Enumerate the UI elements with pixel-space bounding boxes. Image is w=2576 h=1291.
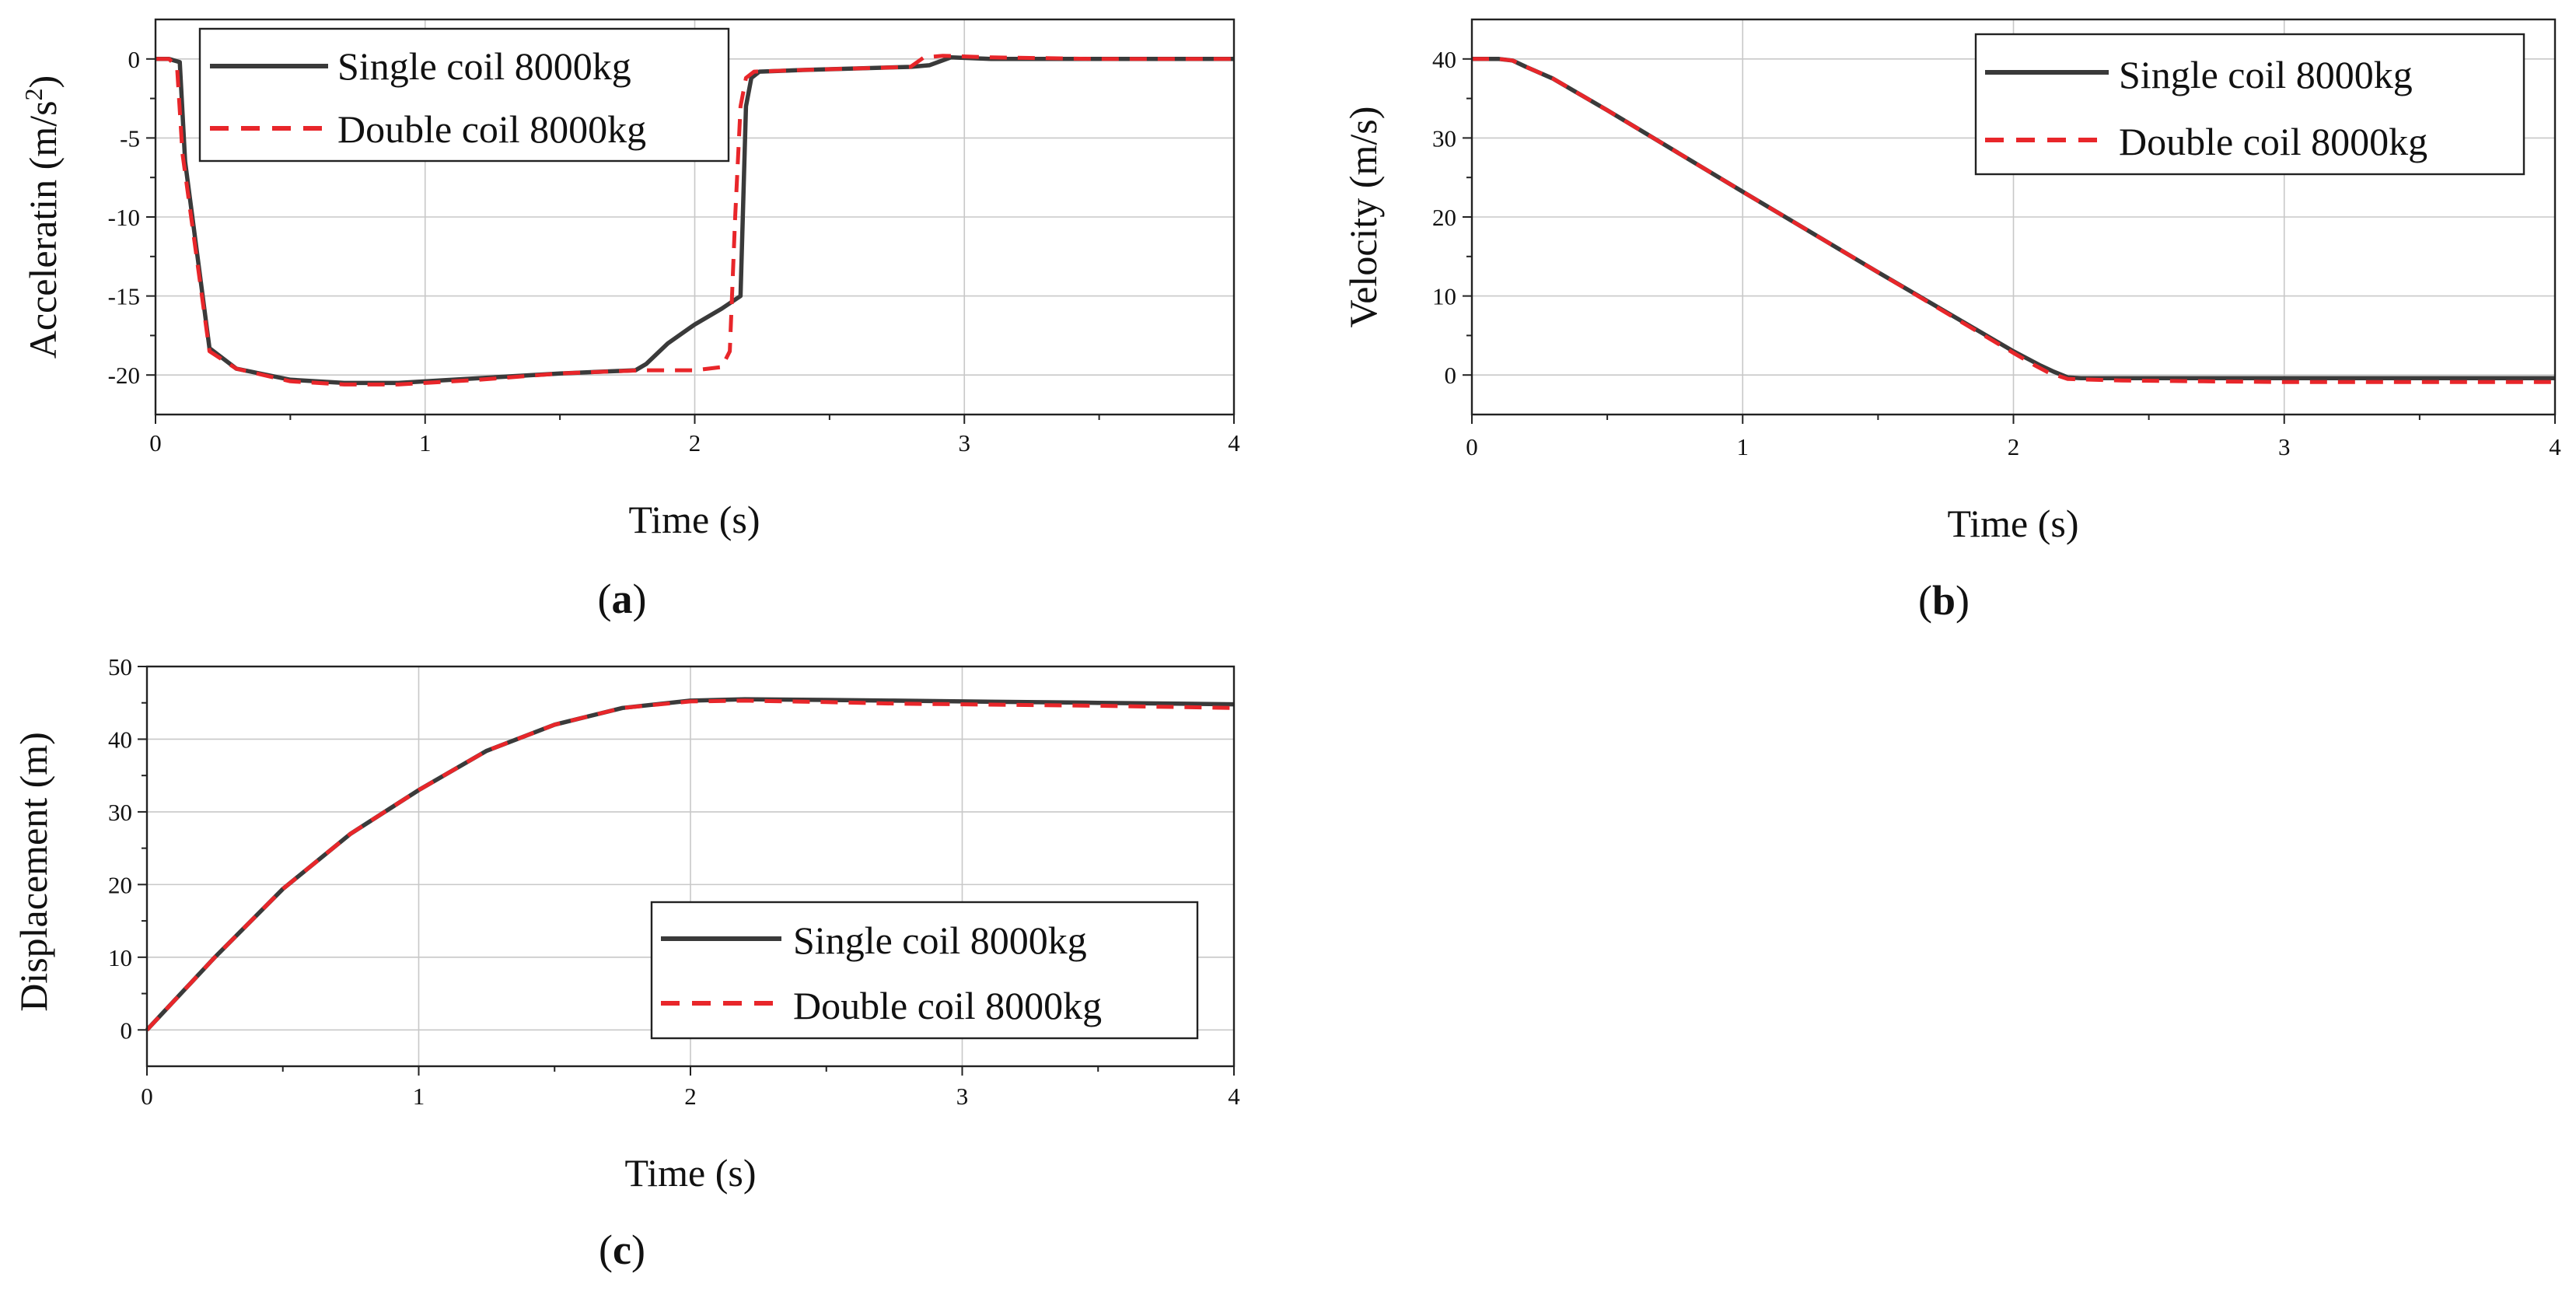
panel-a-x-tick-label: 3 (959, 429, 971, 457)
panel-c-series (145, 697, 1235, 1032)
panel-a-legend: Single coil 8000kg Double coil 8000kg (198, 27, 730, 163)
panel-c-legend-single-label: Single coil 8000kg (793, 918, 1087, 962)
panel-a-x-tick-label: 2 (689, 429, 701, 457)
panel-c-y-tick-label: 20 (108, 871, 132, 898)
panel-a-y-tick-label: -15 (108, 283, 140, 310)
panel-b-y-tick-label: 10 (1432, 283, 1456, 310)
panel-c-x-tick-label: 4 (1228, 1083, 1240, 1110)
panel-c-x-tick-label: 2 (684, 1083, 697, 1110)
panel-b-x-tick-label: 4 (2549, 433, 2561, 460)
panel-a-series (156, 54, 1234, 387)
panel-c-legend: Single coil 8000kg Double coil 8000kg (650, 901, 1199, 1040)
panel-a-legend-double-label: Double coil 8000kg (337, 107, 646, 151)
panel-b-y-axis-title: Velocity (m/s) (1341, 107, 1385, 328)
panel-c-y-tick-label: 10 (108, 944, 132, 971)
panel-b-x-tick-label: 0 (1466, 433, 1478, 460)
panel-b-series-double-coil-line (1472, 57, 2555, 384)
panel-b-legend-box (1974, 33, 2525, 176)
panel-c-legend-double-label: Double coil 8000kg (793, 984, 1102, 1027)
panel-a-y-tick-label: 0 (128, 46, 141, 73)
panel-a-y-tick-label: -20 (108, 362, 140, 389)
panel-a-x-axis-title: Time (s) (628, 498, 760, 541)
panel-c-series-double-coil-line (145, 698, 1235, 1032)
panel-b-legend-double-label: Double coil 8000kg (2119, 120, 2427, 163)
panel-b-y-tick-label: 40 (1432, 46, 1456, 73)
panel-c-x-tick-label: 3 (956, 1083, 969, 1110)
panel-a-legend-single-label: Single coil 8000kg (337, 44, 631, 88)
panel-b-x-tick-label: 2 (2008, 433, 2020, 460)
panel-c-legend-box (650, 901, 1199, 1040)
panel-a-y-axis-title: Acceleratin (m/s2) (19, 75, 65, 359)
panel-c-x-tick-label: 0 (141, 1083, 153, 1110)
panel-b-x-axis-title: Time (s) (1947, 502, 2078, 545)
panel-a-ticks: 0 1 2 3 4 0 -5 -10 -15 -20 (108, 46, 1241, 457)
panel-a-series-single-coil-line (156, 55, 1234, 386)
panel-b-legend-single-label: Single coil 8000kg (2119, 53, 2413, 96)
panel-b-y-tick-label: 30 (1432, 124, 1456, 152)
panel-b-x-tick-label: 3 (2278, 433, 2291, 460)
panel-a-series-double-coil-line (156, 54, 1234, 387)
panel-c-y-tick-label: 50 (108, 653, 132, 680)
panel-c-x-axis-title: Time (s) (624, 1151, 756, 1195)
panel-a-x-tick-label: 4 (1228, 429, 1240, 457)
panel-a-legend-box (198, 27, 730, 163)
panel-a-x-tick-label: 1 (419, 429, 432, 457)
panel-a-caption: (a) (598, 576, 647, 622)
panel-a-x-tick-label: 0 (149, 429, 162, 457)
panel-b-series (1472, 57, 2555, 384)
panel-c-y-axis-title: Displacement (m) (12, 732, 55, 1012)
panel-b-y-tick-label: 20 (1432, 204, 1456, 231)
panel-b-x-tick-label: 1 (1737, 433, 1749, 460)
panel-c-y-tick-label: 40 (108, 726, 132, 753)
panel-c-y-tick-label: 0 (121, 1016, 133, 1044)
panel-c-x-tick-label: 1 (413, 1083, 425, 1110)
panel-b-caption: (b) (1918, 577, 1970, 624)
panel-a-y-tick-label: -10 (108, 204, 140, 231)
panel-b-legend: Single coil 8000kg Double coil 8000kg (1974, 33, 2525, 176)
panel-c-y-tick-label: 30 (108, 799, 132, 826)
panel-a-y-tick-label: -5 (120, 124, 140, 152)
panel-c-caption: (c) (599, 1226, 645, 1273)
panel-b-y-tick-label: 0 (1445, 362, 1457, 389)
panel-a: 0 1 2 3 4 0 -5 -10 -15 -20 Acceleratin (m/s2) Tim… (19, 18, 1241, 622)
